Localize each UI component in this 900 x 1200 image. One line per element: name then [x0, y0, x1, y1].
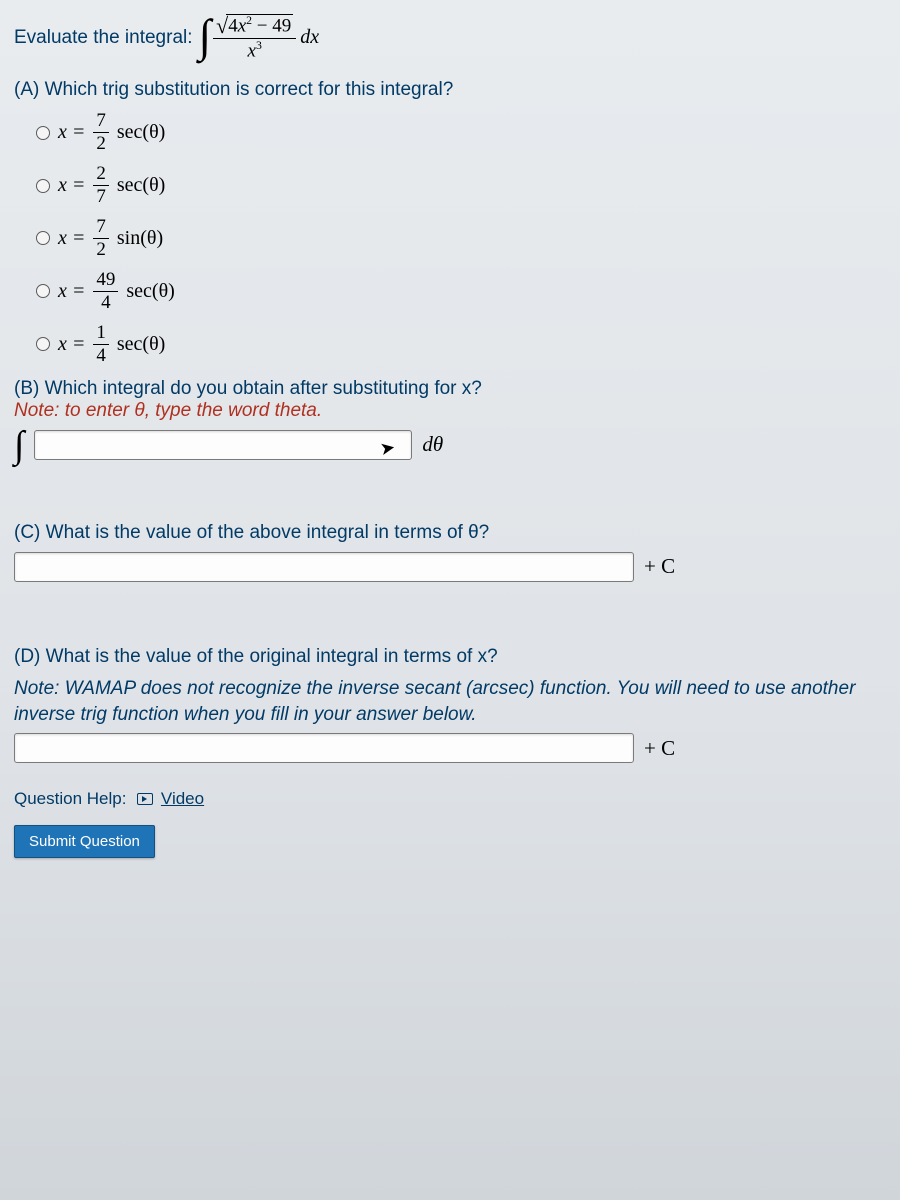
partB-dtheta: dθ — [422, 432, 443, 457]
option-lhs: x = — [58, 121, 85, 144]
partA-prompt: (A) Which trig substitution is correct f… — [14, 79, 882, 101]
sqrt-expression: √ 4x2 − 49 — [216, 14, 293, 36]
integral-sign: ∫ — [199, 20, 212, 52]
radio-icon[interactable] — [36, 284, 50, 298]
partB-prompt: (B) Which integral do you obtain after s… — [14, 378, 882, 422]
radio-icon[interactable] — [36, 337, 50, 351]
option-func: sec(θ) — [117, 121, 165, 144]
partC-prompt: (C) What is the value of the above integ… — [14, 522, 882, 544]
partC-row: + C — [14, 552, 882, 582]
partA-option[interactable]: x = 14 sec(θ) — [36, 323, 882, 366]
option-lhs: x = — [58, 227, 85, 250]
partB-note: Note: to enter θ, type the word theta. — [14, 400, 322, 421]
radio-icon[interactable] — [36, 179, 50, 193]
help-label: Question Help: — [14, 789, 126, 808]
dx: dx — [300, 26, 319, 49]
option-func: sec(θ) — [117, 174, 165, 197]
option-fraction: 14 — [93, 323, 109, 366]
option-func: sec(θ) — [126, 280, 174, 303]
option-func: sin(θ) — [117, 227, 163, 250]
integrand-fraction: √ 4x2 − 49 x3 — [213, 14, 296, 61]
option-fraction: 27 — [93, 164, 109, 207]
radio-icon[interactable] — [36, 126, 50, 140]
partB-input[interactable] — [34, 430, 412, 460]
option-fraction: 72 — [93, 217, 109, 260]
partA-option[interactable]: x = 72 sin(θ) — [36, 217, 882, 260]
question-page: Evaluate the integral: ∫ √ 4x2 − 49 x3 d… — [0, 0, 900, 1200]
partB-row: ∫ dθ — [14, 430, 882, 460]
partA-options: x = 72 sec(θ) x = 27 sec(θ) x = 72 sin(θ) x = 494 s… — [36, 111, 882, 365]
integral-expression: ∫ √ 4x2 − 49 x3 dx — [199, 14, 320, 61]
evaluate-prompt: Evaluate the integral: ∫ √ 4x2 − 49 x3 d… — [14, 14, 882, 61]
video-icon — [137, 793, 153, 805]
sqrt-inner: 4x2 − 49 — [226, 14, 293, 36]
partD-prompt: (D) What is the value of the original in… — [14, 646, 882, 668]
partD-input[interactable] — [14, 733, 634, 763]
evaluate-lead: Evaluate the integral: — [14, 27, 193, 49]
radio-icon[interactable] — [36, 231, 50, 245]
submit-button[interactable]: Submit Question — [14, 825, 155, 858]
option-lhs: x = — [58, 280, 85, 303]
partA-option[interactable]: x = 27 sec(θ) — [36, 164, 882, 207]
partD-note: Note: WAMAP does not recognize the inver… — [14, 676, 882, 727]
option-fraction: 72 — [93, 111, 109, 154]
partC-input[interactable] — [14, 552, 634, 582]
partA-option[interactable]: x = 494 sec(θ) — [36, 270, 882, 313]
partD-plusC: + C — [644, 736, 675, 761]
partC-plusC: + C — [644, 554, 675, 579]
question-help: Question Help: Video — [14, 789, 882, 809]
option-func: sec(θ) — [117, 333, 165, 356]
denominator: x3 — [248, 39, 262, 61]
video-link[interactable]: Video — [161, 789, 204, 808]
option-lhs: x = — [58, 333, 85, 356]
option-lhs: x = — [58, 174, 85, 197]
option-fraction: 494 — [93, 270, 118, 313]
partD-row: + C — [14, 733, 882, 763]
partA-option[interactable]: x = 72 sec(θ) — [36, 111, 882, 154]
integral-sign-small: ∫ — [14, 430, 24, 460]
